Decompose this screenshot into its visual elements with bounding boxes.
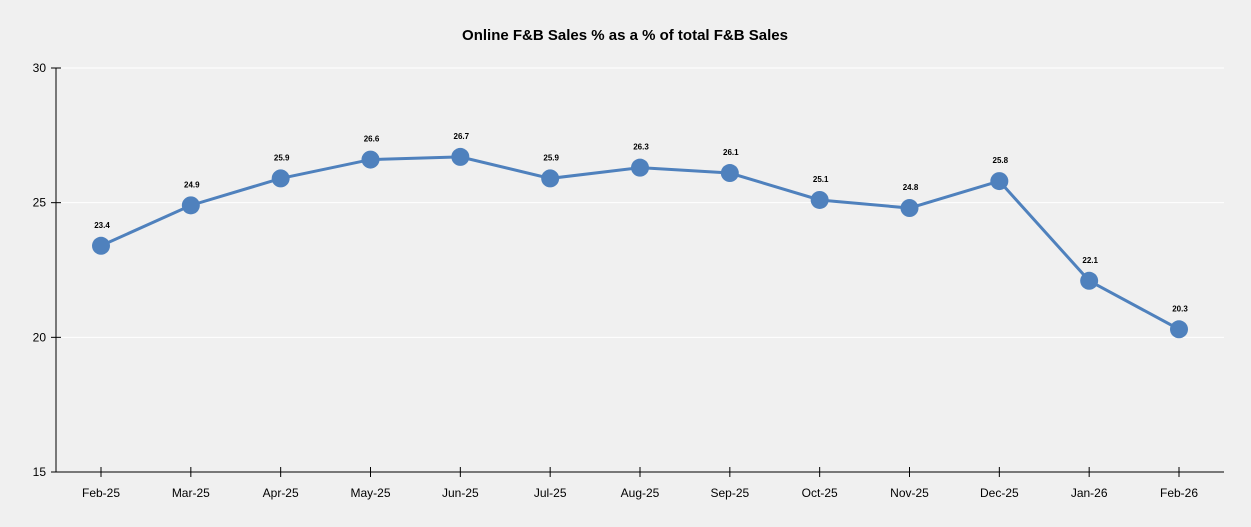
- data-label: 25.9: [274, 153, 290, 162]
- y-tick-label: 25: [33, 196, 47, 210]
- y-tick-label: 30: [33, 61, 47, 75]
- data-point: [1080, 271, 1099, 290]
- data-point: [900, 199, 919, 218]
- data-label: 25.8: [993, 156, 1009, 165]
- data-label: 23.4: [94, 221, 110, 230]
- x-tick-label: Feb-25: [82, 486, 120, 500]
- x-tick-label: Nov-25: [890, 486, 929, 500]
- data-point: [810, 190, 829, 209]
- x-tick-label: Aug-25: [621, 486, 660, 500]
- x-tick-label: Feb-26: [1160, 486, 1198, 500]
- data-point: [541, 169, 560, 188]
- data-point: [181, 196, 200, 215]
- y-tick-label: 15: [33, 465, 47, 479]
- x-tick-label: Jun-25: [442, 486, 479, 500]
- series-line: [100, 155, 1180, 331]
- x-tick-label: Jan-26: [1071, 486, 1108, 500]
- data-label: 26.7: [454, 132, 470, 141]
- chart-title: Online F&B Sales % as a % of total F&B S…: [462, 27, 788, 44]
- x-tick-label: Oct-25: [802, 486, 838, 500]
- data-point: [631, 158, 649, 177]
- data-label: 20.3: [1172, 304, 1188, 313]
- data-point: [361, 150, 380, 169]
- x-tick-label: Apr-25: [263, 486, 299, 500]
- data-label: 26.1: [723, 148, 739, 157]
- x-tick-label: May-25: [350, 486, 390, 500]
- y-tick-label: 20: [33, 330, 47, 344]
- x-tick-label: Mar-25: [172, 486, 210, 500]
- data-point: [720, 164, 739, 183]
- data-point: [271, 169, 290, 188]
- x-tick-label: Dec-25: [980, 486, 1019, 500]
- data-label: 25.9: [543, 153, 559, 162]
- data-label: 24.8: [903, 183, 919, 192]
- data-point: [92, 236, 110, 255]
- data-point: [990, 172, 1009, 191]
- data-label: 26.3: [633, 143, 649, 152]
- x-tick-label: Jul-25: [534, 486, 567, 500]
- data-point: [1170, 320, 1188, 339]
- data-label: 22.1: [1082, 256, 1098, 265]
- data-label: 24.9: [184, 180, 200, 189]
- data-point: [451, 147, 470, 166]
- data-label: 26.6: [364, 135, 380, 144]
- data-label: 25.1: [813, 175, 829, 184]
- x-tick-label: Sep-25: [710, 486, 749, 500]
